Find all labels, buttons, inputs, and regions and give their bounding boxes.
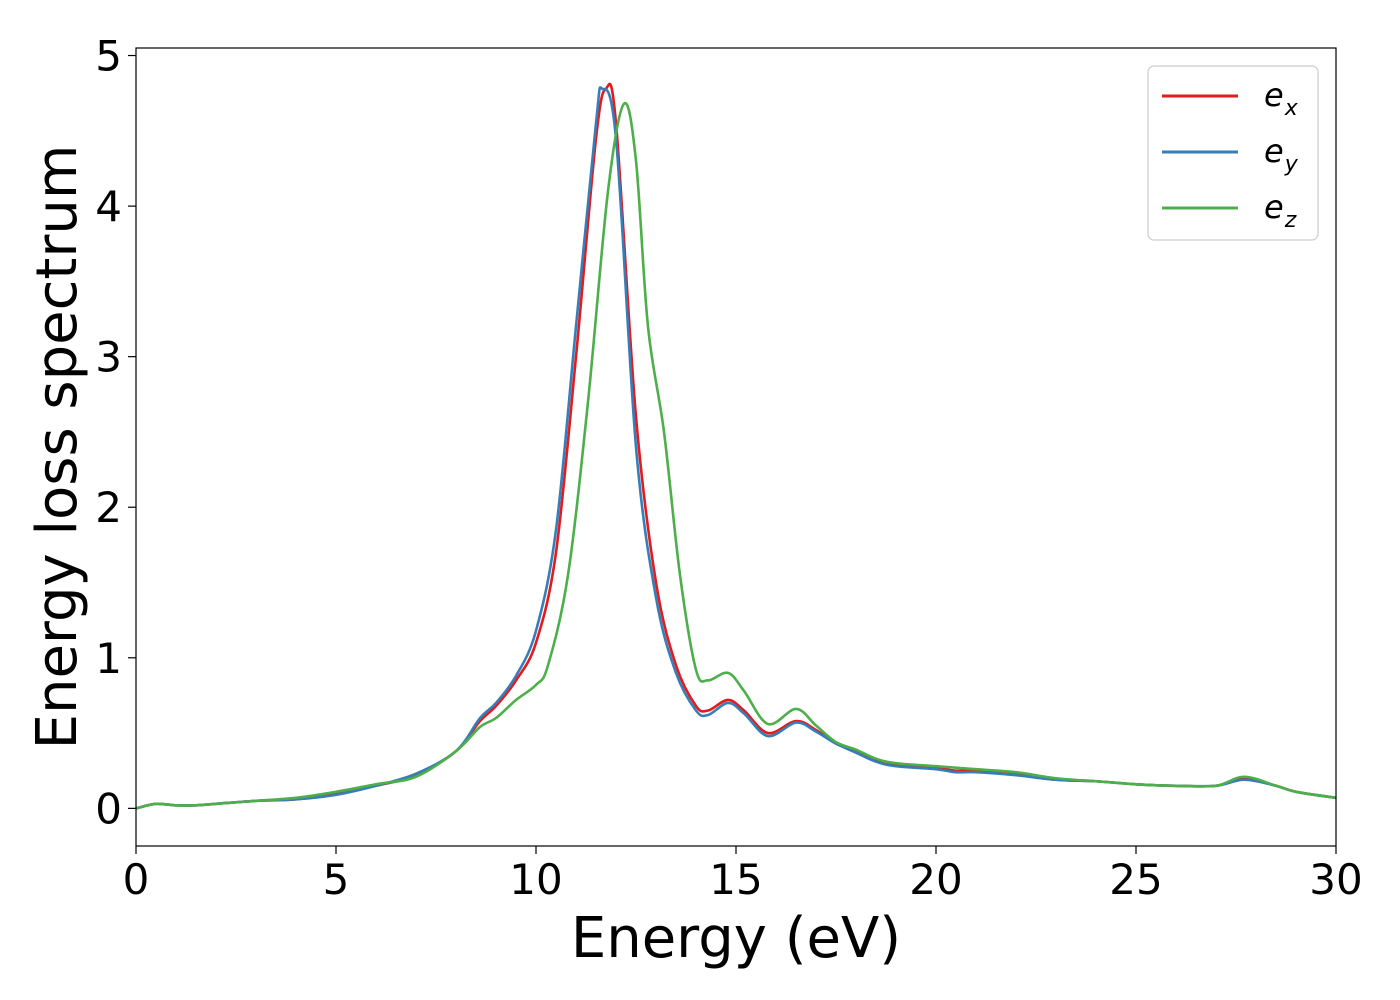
x-tick-label: 20 [909,855,962,904]
y-axis: 0 1 2 3 4 5 [95,32,136,833]
x-tick-label: 5 [323,855,350,904]
y-tick-label: 2 [95,483,122,532]
y-tick-label: 0 [95,784,122,833]
x-tick-label: 0 [123,855,150,904]
x-tick-label: 25 [1109,855,1162,904]
series-line-e-z [136,101,1336,810]
y-tick-label: 4 [95,182,122,231]
series-layer [136,82,1336,810]
x-tick-label: 15 [709,855,762,904]
y-tick-label: 3 [95,333,122,382]
x-tick-label: 30 [1309,855,1362,904]
y-tick-label: 1 [95,634,122,683]
x-axis: 0 5 10 15 20 25 30 [123,846,1363,904]
y-axis-label: Energy loss spectrum [25,145,90,750]
y-tick-label: 5 [95,32,122,81]
x-tick-label: 10 [509,855,562,904]
x-axis-label: Energy (eV) [571,906,901,971]
